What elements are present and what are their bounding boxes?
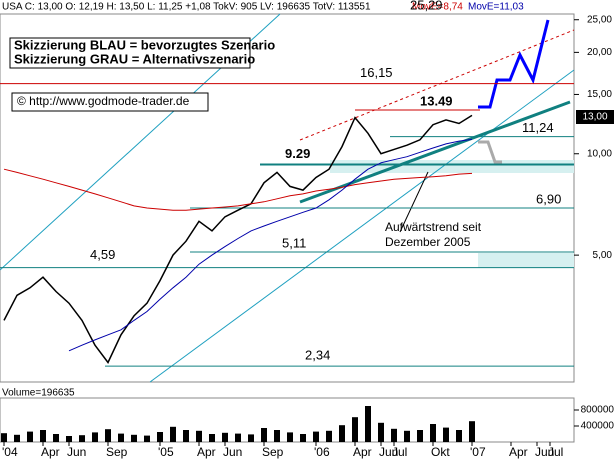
volume-bar [183,430,189,442]
zone [478,253,574,268]
ma-label: MovE=11,03 [468,2,524,13]
volume-bar [287,432,293,442]
level-label: 6,90 [536,191,561,206]
x-tick-label: Apr [197,445,216,459]
volume-bar [144,435,150,442]
x-tick-label: Sep [106,445,128,459]
uptrend-line [299,100,571,204]
x-tick-label: Apr [41,445,60,459]
volume-bar [391,428,397,442]
annotation: Dezember 2005 [385,235,471,249]
volume-bar [40,430,46,442]
volume-bar [27,431,33,442]
note: Skizzierung BLAU = bevorzugtes Szenario [14,37,275,52]
level-label: 25,29 [410,0,443,12]
y-tick-label: 400000 [581,421,615,432]
level-label: 5,11 [282,235,306,250]
x-tick-label: Jun [223,445,242,459]
series-line [3,114,473,364]
y-tick-label: 20,00 [587,47,612,58]
volume-bar [105,429,111,442]
volume-bar [196,430,202,442]
grey-scenario [478,140,502,164]
volume-bar [209,434,215,442]
volume-bar [79,435,85,442]
volume-bar [469,421,475,442]
volume-bar [53,434,59,442]
ma-label: MovE=8,74 [412,2,463,13]
volume-bar [365,406,371,442]
x-tick-label: Jun [379,445,398,459]
volume-bar [378,422,384,442]
x-tick-label: Apr [509,445,528,459]
volume-bar [300,434,306,442]
y-tick-label: 15,00 [587,89,612,100]
volume-bar [1,433,7,442]
price-tag [576,110,614,124]
x-tick-label: Jun [535,445,554,459]
volume-bar [131,434,137,442]
y-tick-label: 800000 [581,405,615,416]
series-line [68,138,473,352]
price-frame [0,13,575,383]
volume-bar [404,430,410,442]
volume-bar [222,432,228,442]
x-tick-label: Jul [548,445,563,459]
volume-bar [170,426,176,442]
volume-bar [352,417,358,442]
x-tick-label: '04 [2,445,18,459]
volume-bar [313,431,319,442]
volume-bar [157,432,163,442]
volume-bar [14,434,20,442]
note-box [11,92,209,112]
volume-title: Volume=196635 [2,388,75,399]
channel-line [149,69,575,383]
note-box [9,37,251,69]
x-tick-label: Apr [353,445,372,459]
level-label: 11,24 [522,120,554,135]
volume-bar [326,430,332,442]
y-tick-label: 25,00 [587,14,612,25]
x-tick-label: '05 [158,445,174,459]
volume-bar [274,430,280,442]
x-tick-label: Sep [262,445,284,459]
resistance-line [299,29,575,141]
level-label: 13.49 [420,93,453,108]
x-tick-label: Jun [67,445,86,459]
arrow [399,171,429,233]
level-label: 2,34 [305,348,330,363]
volume-bar [456,430,462,442]
level-label: 4,59 [90,247,115,262]
note: Skizzierung GRAU = Alternativszenario [14,51,255,66]
blue-scenario [478,19,550,109]
price-tag-label: 13,00 [582,112,607,123]
volume-bar [235,433,241,442]
volume-bar [417,430,423,442]
series-line [3,168,473,211]
y-tick-label: 5,00 [593,250,613,261]
volume-bar [248,434,254,442]
copyright: © http://www.godmode-trader.de [17,94,190,108]
volume-bar [118,433,124,442]
volume-bar [430,424,436,442]
level-label: 9.29 [285,146,310,161]
volume-bar [443,427,449,442]
volume-bar [66,436,72,442]
level-label: 16,15 [360,65,393,80]
annotation: Aufwärtstrend seit [385,220,482,234]
x-tick-label: '06 [314,445,330,459]
volume-bar [261,428,267,442]
zone [330,160,574,173]
x-tick-label: Jul [392,445,407,459]
x-tick-label: Okt [431,445,450,459]
y-tick-label: 10,00 [587,148,612,159]
volume-bar [92,432,98,442]
x-tick-label: '07 [470,445,486,459]
volume-bar [339,425,345,442]
quote: USA C: 13,00 O: 12,19 H: 13,50 L: 11,25 … [2,2,371,13]
